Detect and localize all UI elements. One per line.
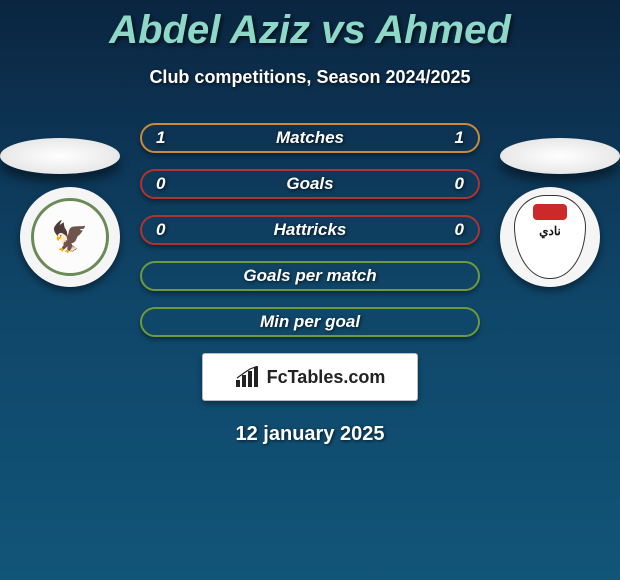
stat-label: Goals — [142, 174, 478, 194]
ellipse-shadow-left — [0, 138, 120, 174]
crest-right-redbar — [533, 204, 567, 220]
bar-chart-icon — [235, 366, 261, 388]
comparison-area: 🦅 نادي 1 Matches 1 0 Goals 0 0 Hattricks… — [0, 123, 620, 446]
stat-row-min-per-goal: Min per goal — [140, 307, 480, 337]
page-title: Abdel Aziz vs Ahmed — [0, 0, 620, 53]
generation-date: 12 january 2025 — [0, 423, 620, 446]
stat-label: Min per goal — [142, 312, 478, 332]
stat-row-matches: 1 Matches 1 — [140, 123, 480, 153]
crest-right-text: نادي — [539, 224, 561, 238]
stat-label: Goals per match — [142, 266, 478, 286]
crest-right-shield-icon: نادي — [514, 195, 586, 279]
page-subtitle: Club competitions, Season 2024/2025 — [0, 67, 620, 88]
stat-label: Matches — [142, 128, 478, 148]
stat-row-hattricks: 0 Hattricks 0 — [140, 215, 480, 245]
stat-rows: 1 Matches 1 0 Goals 0 0 Hattricks 0 Goal… — [140, 123, 480, 337]
stat-row-goals: 0 Goals 0 — [140, 169, 480, 199]
stat-label: Hattricks — [142, 220, 478, 240]
watermark-text: FcTables.com — [267, 367, 386, 388]
ellipse-shadow-right — [500, 138, 620, 174]
crest-left-emblem-icon: 🦅 — [31, 198, 109, 276]
team-crest-right: نادي — [500, 187, 600, 287]
stat-row-goals-per-match: Goals per match — [140, 261, 480, 291]
watermark: FcTables.com — [202, 353, 418, 401]
team-crest-left: 🦅 — [20, 187, 120, 287]
